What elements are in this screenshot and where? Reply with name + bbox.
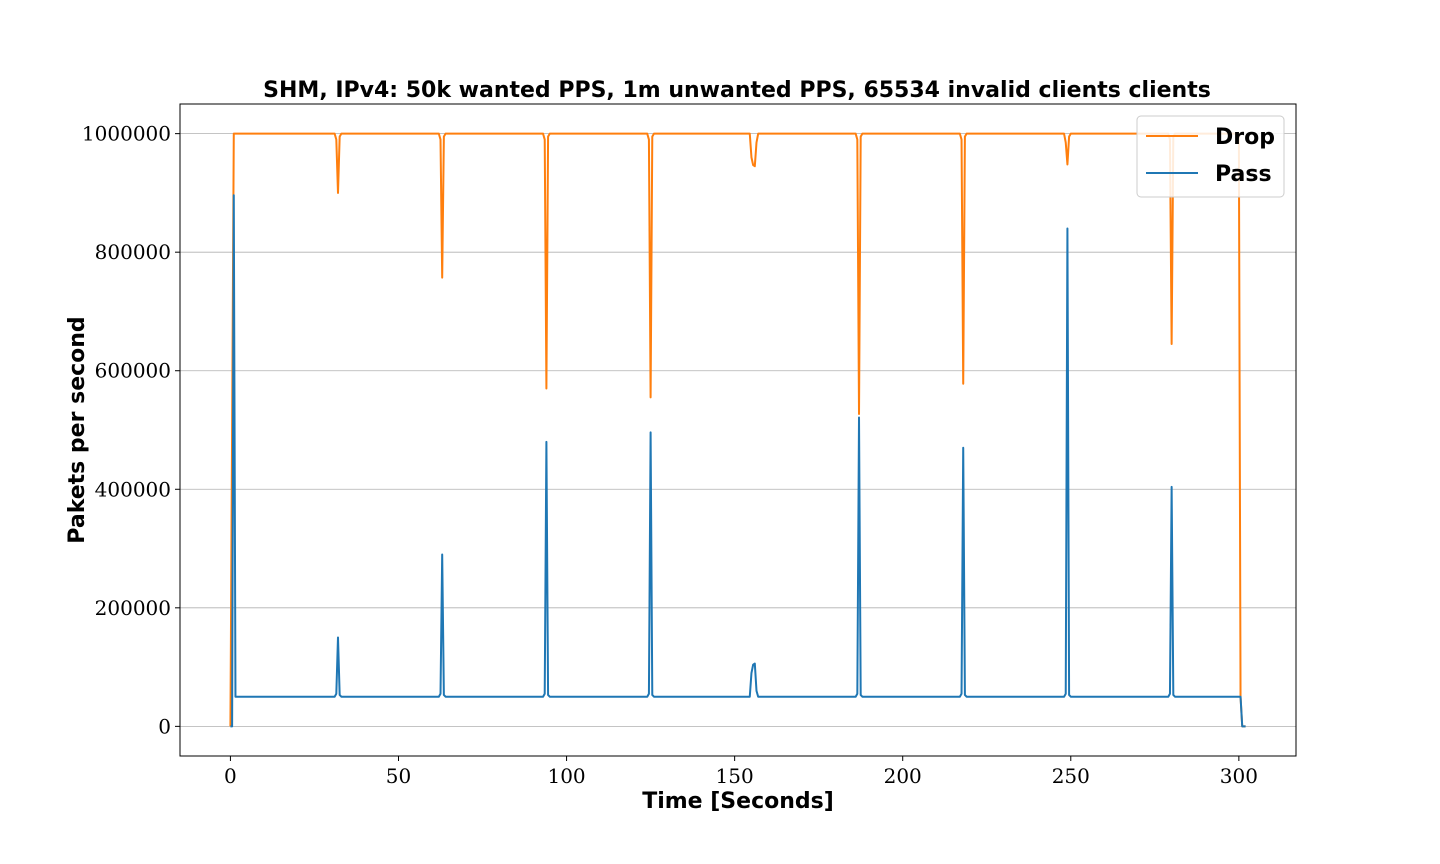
y-tick-label: 0 xyxy=(158,714,171,738)
chart-title: SHM, IPv4: 50k wanted PPS, 1m unwanted P… xyxy=(263,78,1211,103)
legend: Drop Pass xyxy=(1136,115,1285,198)
legend-pass-label: Pass xyxy=(1215,162,1272,187)
x-tick-label: 100 xyxy=(547,764,585,788)
series-layer xyxy=(229,132,1246,728)
x-tick-label: 250 xyxy=(1052,764,1090,788)
x-tick-label: 300 xyxy=(1220,764,1258,788)
y-tick-label: 600000 xyxy=(95,359,171,383)
x-tick-label: 0 xyxy=(224,764,237,788)
y-axis: 0 200000 400000 600000 800000 1000000 xyxy=(82,122,180,738)
grid-lines xyxy=(180,133,1296,727)
x-axis-label: Time [Seconds] xyxy=(642,789,834,814)
y-tick-label: 200000 xyxy=(95,596,171,620)
plot-frame xyxy=(179,103,1297,757)
x-axis: 0 50 100 150 200 250 300 xyxy=(224,756,1258,788)
y-tick-label: 400000 xyxy=(95,477,171,501)
y-axis-label: Pakets per second xyxy=(65,316,90,543)
x-tick-label: 200 xyxy=(884,764,922,788)
x-tick-label: 150 xyxy=(716,764,754,788)
series-line-pass xyxy=(230,194,1246,728)
y-tick-label: 800000 xyxy=(95,240,171,264)
legend-drop-label: Drop xyxy=(1215,125,1275,150)
y-tick-label: 1000000 xyxy=(82,122,171,146)
x-tick-label: 50 xyxy=(386,764,411,788)
series-line-drop xyxy=(229,132,1246,728)
